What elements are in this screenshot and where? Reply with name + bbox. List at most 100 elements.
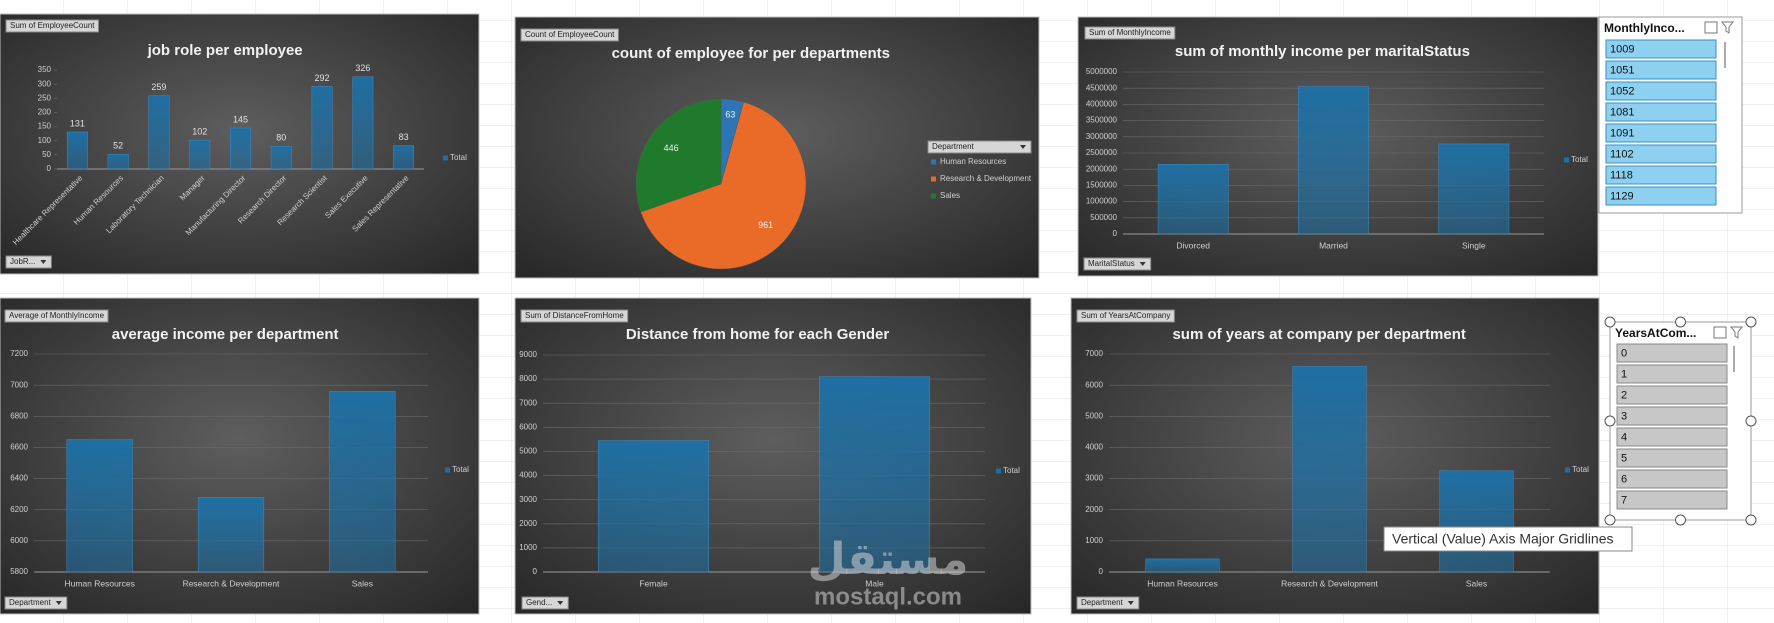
legend-entry: Total <box>450 153 467 162</box>
y-tick-label: 6400 <box>10 474 28 483</box>
field-button[interactable] <box>1076 309 1175 323</box>
x-tick-label: Female <box>639 578 668 588</box>
x-tick-label: Sales <box>1466 578 1487 588</box>
y-tick-label: 6000 <box>10 536 28 545</box>
field-button-label: Average of MonthlyIncome <box>9 311 105 320</box>
legend-key <box>931 176 936 182</box>
y-tick-label: 500000 <box>1090 213 1117 222</box>
selection-handle[interactable] <box>1675 514 1686 526</box>
y-tick-label: 6000 <box>1085 380 1103 389</box>
filter-button-arrow <box>557 601 564 605</box>
clear-filter-button[interactable] <box>1729 326 1744 339</box>
bar <box>1157 164 1229 235</box>
slicer-item-label: 1 <box>1621 368 1627 380</box>
chart-title: average income per department <box>112 326 339 343</box>
slicer-item[interactable] <box>1605 39 1717 59</box>
chart-panel: count of employee for per departments Cou… <box>514 16 1040 279</box>
y-tick-label: 5000 <box>519 447 537 456</box>
selection-handle[interactable] <box>1604 316 1616 328</box>
slicer-item[interactable] <box>1616 406 1728 426</box>
y-tick-label: 0 <box>1099 567 1104 576</box>
field-button-label: Sum of MonthlyIncome <box>1089 28 1171 37</box>
slicer-item-label: 6 <box>1621 473 1627 485</box>
selection-handle[interactable] <box>1745 415 1757 427</box>
x-tick-label: Research & Development <box>1281 578 1378 588</box>
filter-button-label: Department <box>1081 598 1124 607</box>
field-button[interactable] <box>5 19 99 33</box>
filter-button[interactable] <box>1083 257 1152 271</box>
filter-button[interactable] <box>521 596 569 610</box>
selection-handle[interactable] <box>1745 514 1757 526</box>
legend-key <box>1564 157 1569 163</box>
y-tick-label: 7000 <box>10 380 28 389</box>
y-tick-label: 1000 <box>519 543 537 552</box>
slicer-item-label: 1009 <box>1610 43 1634 55</box>
legend-entry: Total <box>1003 466 1020 475</box>
multi-select-button[interactable] <box>1713 326 1727 339</box>
field-button-label: Count of EmployeeCount <box>525 30 615 39</box>
legend-entry: Sales <box>940 191 960 200</box>
y-tick-label: 150 <box>38 122 52 131</box>
filter-button[interactable] <box>5 255 52 269</box>
pie-slice <box>635 98 722 213</box>
chart-panel: sum of years at company per departmentSu… <box>1070 297 1600 615</box>
field-button[interactable] <box>4 309 109 323</box>
chart-title: job role per employee <box>147 42 303 59</box>
y-tick-label: 0 <box>1113 229 1118 238</box>
slicer-item[interactable] <box>1616 427 1728 447</box>
bar <box>819 376 930 573</box>
x-tick-label: Single <box>1462 240 1486 250</box>
bar <box>1438 143 1510 235</box>
legend-key <box>996 468 1001 474</box>
slicer-item-label: 3 <box>1621 410 1627 422</box>
legend-key <box>931 193 936 199</box>
slicer-item[interactable] <box>1605 102 1717 122</box>
slicer-item[interactable] <box>1605 81 1717 101</box>
y-tick-label: 3500000 <box>1086 116 1118 125</box>
chart-title: count of employee for per departments <box>612 45 890 62</box>
slicer-item[interactable] <box>1605 165 1717 185</box>
y-tick-label: 7000 <box>1085 349 1103 358</box>
clear-filter-button[interactable] <box>1720 21 1735 34</box>
slicer-item[interactable] <box>1605 60 1717 80</box>
slicer-item[interactable] <box>1616 385 1728 405</box>
slicer-item-label: 5 <box>1621 452 1627 464</box>
field-button[interactable] <box>1084 26 1176 40</box>
y-tick-label: 5000000 <box>1086 67 1118 76</box>
y-tick-label: 0 <box>533 567 538 576</box>
legend-title-arrow <box>1020 145 1026 149</box>
slicer-item-label: 1129 <box>1610 190 1634 202</box>
field-button[interactable] <box>520 309 629 323</box>
bar <box>197 497 265 573</box>
slicer-item[interactable] <box>1616 469 1728 489</box>
selection-handle[interactable] <box>1675 316 1686 328</box>
slicer-item-label: 2 <box>1621 389 1627 401</box>
slicer-item[interactable] <box>1605 144 1717 164</box>
selection-handle[interactable] <box>1604 514 1616 526</box>
field-button[interactable] <box>520 28 619 42</box>
slicer-item[interactable] <box>1616 364 1728 384</box>
slicer-item[interactable] <box>1605 123 1717 143</box>
selection-handle[interactable] <box>1745 316 1757 328</box>
y-tick-label: 2000 <box>1085 505 1103 514</box>
y-tick-label: 6000 <box>519 422 537 431</box>
selection-handle[interactable] <box>1604 415 1616 427</box>
slicer-item[interactable] <box>1616 448 1728 468</box>
y-tick-label: 2000 <box>519 519 537 528</box>
filter-button[interactable] <box>4 596 68 610</box>
legend-title-button[interactable] <box>927 140 1032 154</box>
bar <box>352 76 374 170</box>
slicer-item-label: 0 <box>1621 347 1627 359</box>
tooltip-text: Vertical (Value) Axis Major Gridlines <box>1392 531 1613 547</box>
x-tick-label: Male <box>865 578 884 588</box>
legend-key <box>445 467 450 473</box>
multi-select-button[interactable] <box>1704 21 1718 34</box>
slicer-item[interactable] <box>1616 490 1728 510</box>
slicer-item[interactable] <box>1616 343 1728 363</box>
chart-panel: job role per employee Sum of EmployeeCoun… <box>0 13 480 275</box>
y-tick-label: 7200 <box>10 349 28 358</box>
slicer-item[interactable] <box>1605 186 1717 206</box>
filter-button-arrow <box>1127 601 1134 605</box>
filter-button[interactable] <box>1076 596 1140 610</box>
